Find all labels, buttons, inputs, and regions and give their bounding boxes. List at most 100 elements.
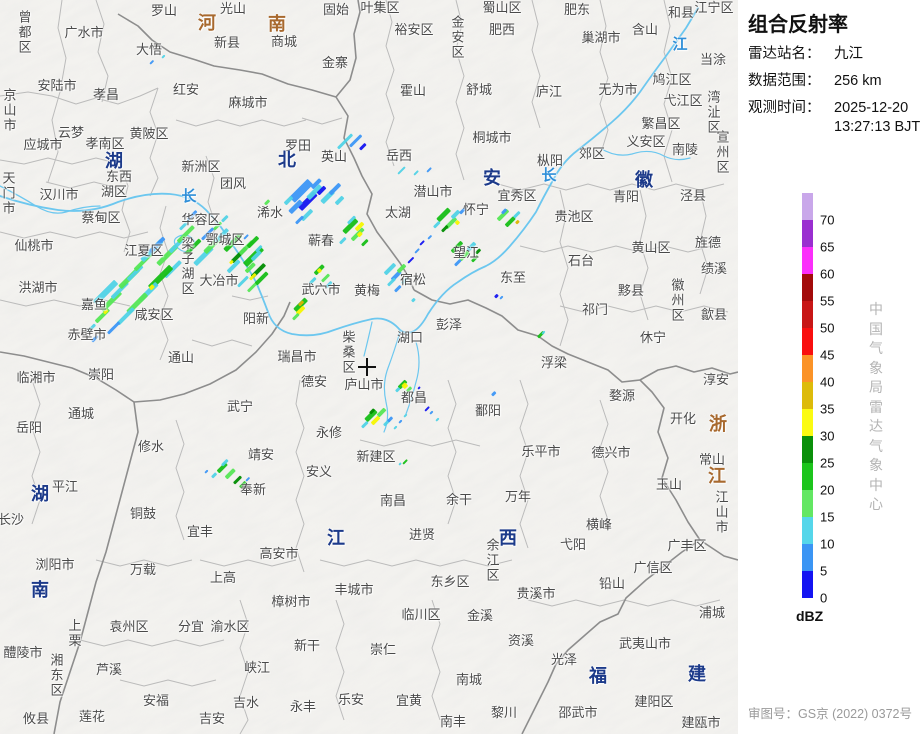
colorbar-segment xyxy=(802,517,813,544)
map-label: 桐城市 xyxy=(472,130,512,145)
map-label: 湘东区 xyxy=(50,652,64,698)
map-label: 广水市 xyxy=(64,25,104,40)
map-label: 铜鼓 xyxy=(129,506,157,521)
map-label: 醴陵市 xyxy=(3,645,43,660)
watermark-char: 心 xyxy=(869,496,883,512)
watermark-char: 局 xyxy=(869,379,883,395)
map-label: 泾县 xyxy=(679,188,707,203)
colorbar-segment xyxy=(802,436,813,463)
map-label: 鸠江区 xyxy=(652,72,692,87)
map-label: 和县 xyxy=(667,5,695,20)
map-label: 临湘市 xyxy=(16,370,56,385)
map-label: 宣州区 xyxy=(716,129,730,175)
map-label: 巢湖市 xyxy=(581,30,621,45)
map-label: 新建区 xyxy=(356,449,396,464)
map-label: 永丰 xyxy=(289,699,317,714)
map-label: 河 xyxy=(198,13,216,33)
colorbar-segment xyxy=(802,409,813,436)
map-label: 梁子湖区 xyxy=(181,236,195,296)
map-label: 铅山 xyxy=(598,576,626,591)
watermark-char: 气 xyxy=(869,340,883,356)
map-label: 岳西 xyxy=(385,148,413,163)
map-label: 英山 xyxy=(320,149,348,164)
map-label: 光泽 xyxy=(550,652,578,667)
data-range-value: 256 km xyxy=(834,73,882,89)
map-label: 永修 xyxy=(315,425,343,440)
map-label: 横峰 xyxy=(585,517,613,532)
colorbar-tick: 10 xyxy=(820,536,835,552)
map-label: 怀宁 xyxy=(462,202,490,217)
map-label: 蕲春 xyxy=(307,233,335,248)
map-label: 大悟 xyxy=(135,42,163,57)
map-label: 乐平市 xyxy=(521,444,561,459)
map-label: 休宁 xyxy=(639,330,667,345)
map-label: 曾都区 xyxy=(18,9,32,55)
map-label: 潜山市 xyxy=(413,184,453,199)
map-label: 浠水 xyxy=(256,205,284,220)
map-label: 望江 xyxy=(452,245,480,260)
colorbar-tick: 55 xyxy=(820,293,835,309)
map-label: 固始 xyxy=(322,2,350,17)
colorbar-segment xyxy=(802,247,813,274)
map-label: 淳安 xyxy=(702,372,730,387)
map-label: 广丰区 xyxy=(667,538,707,553)
watermark-char: 中 xyxy=(869,301,883,317)
map-label: 徽州区 xyxy=(671,277,685,323)
map-label: 渝水区 xyxy=(210,619,250,634)
map-label: 樟树市 xyxy=(271,594,311,609)
map-label-layer: 曾都区 广水市 罗山 光山河南新县 大悟 固始 叶集区 商城 裕安区 金安区 蜀山区 肥东 和县 江宁区肥… xyxy=(0,0,734,730)
map-label: 通山 xyxy=(167,350,195,365)
map-label: 安福 xyxy=(142,693,170,708)
map-label: 吉安 xyxy=(198,711,226,726)
data-range-label: 数据范围： xyxy=(748,73,821,89)
map-label: 浦城 xyxy=(698,605,726,620)
map-label: 平江 xyxy=(51,479,79,494)
map-label: 嘉鱼 xyxy=(80,297,108,312)
map-label: 宜秀区 xyxy=(497,188,537,203)
map-label: 黄梅 xyxy=(353,283,381,298)
colorbar-tick: 40 xyxy=(820,374,835,390)
map-label: 叶集区 xyxy=(360,0,400,15)
map-label: 无为市 xyxy=(598,82,638,97)
map-label: 浮梁 xyxy=(540,355,568,370)
map-label: 京山市 xyxy=(3,87,17,133)
map-label: 金安区 xyxy=(451,14,465,60)
map-label: 湖 xyxy=(31,484,49,504)
map-label: 崇阳 xyxy=(87,367,115,382)
watermark-char: 中 xyxy=(869,476,883,493)
map-label: 邵武市 xyxy=(558,705,598,720)
map-label: 乐安 xyxy=(337,692,365,707)
map-label: 祁门 xyxy=(581,302,609,317)
map-label: 福 xyxy=(589,666,607,686)
map-label: 赤壁市 xyxy=(67,327,107,342)
map-label: 高安市 xyxy=(259,546,299,561)
map-label: 修水 xyxy=(137,439,165,454)
map-label: 德安 xyxy=(300,374,328,389)
map-label: 靖安 xyxy=(247,447,275,462)
map-label: 鄱阳 xyxy=(474,403,502,418)
colorbar-segment xyxy=(802,544,813,571)
map-label: 吉水 xyxy=(232,695,260,710)
map-label: 枞阳 xyxy=(536,153,564,168)
map-label: 罗田 xyxy=(284,138,312,153)
map-label: 应城市 xyxy=(23,137,63,152)
map-label: 肥东 xyxy=(563,2,591,17)
map-label: 西 xyxy=(499,528,517,548)
map-label: 丰城市 xyxy=(334,582,374,597)
map-label: 东乡区 xyxy=(430,574,470,589)
obs-date: 2025-12-20 xyxy=(834,100,909,116)
map-label: 江 xyxy=(672,36,688,53)
map-label: 南陵 xyxy=(671,142,699,157)
map-label: 武宁 xyxy=(226,399,254,414)
colorbar-tick: 50 xyxy=(820,320,835,336)
map-label: 万载 xyxy=(129,562,157,577)
map-label: 东西 xyxy=(105,169,133,184)
map-label: 安 xyxy=(483,168,501,188)
map-label: 弋阳 xyxy=(559,537,587,552)
watermark-char: 国 xyxy=(869,320,883,337)
map-label: 洪湖市 xyxy=(18,280,58,295)
map-label: 蔡甸区 xyxy=(81,210,121,225)
map-label: 广信区 xyxy=(633,560,673,575)
map-label: 新干 xyxy=(293,638,321,653)
